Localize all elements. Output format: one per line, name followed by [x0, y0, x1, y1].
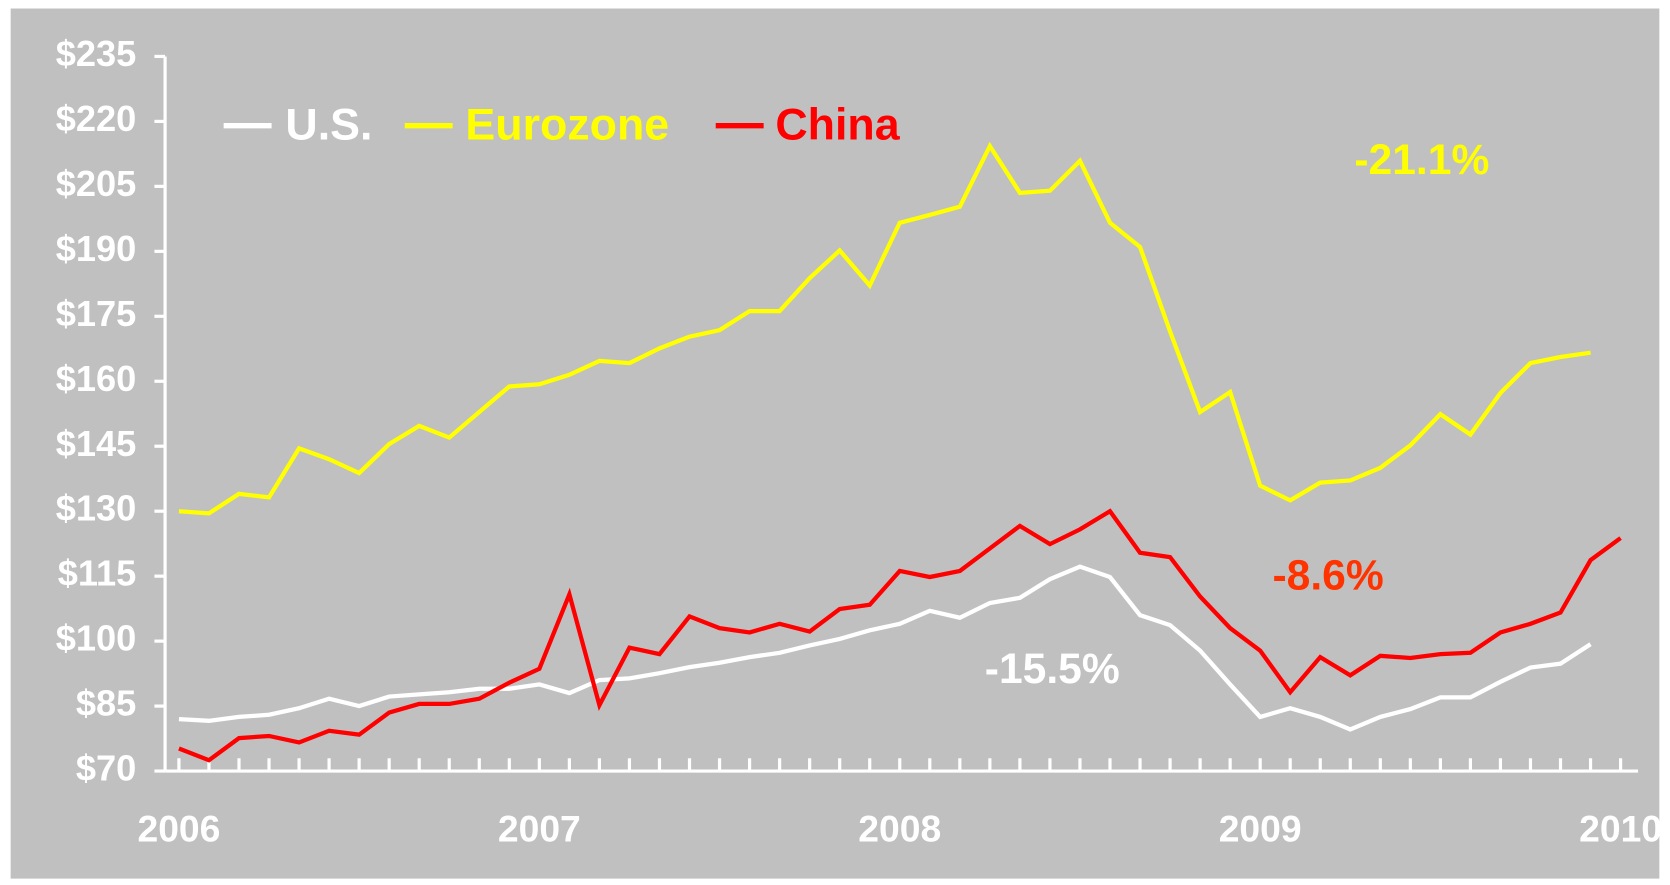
y-tick-label: $205 [56, 163, 137, 204]
annotation: -8.6% [1272, 552, 1383, 600]
y-tick-label: $145 [56, 423, 137, 464]
x-tick-label: 2007 [498, 808, 581, 850]
x-tick-label: 2010 [1579, 808, 1662, 850]
series-line [178, 508, 1622, 763]
legend-label: U.S. [285, 101, 372, 150]
y-tick-label: $100 [56, 618, 137, 659]
x-tick-label: 2008 [858, 808, 941, 850]
series-line [178, 141, 1591, 516]
legend-label: China [775, 101, 900, 150]
plot-background [10, 8, 1660, 879]
y-tick-label: $175 [56, 293, 137, 334]
y-tick-label: $130 [56, 488, 137, 529]
x-tick-label: 2006 [137, 808, 220, 850]
series-line [178, 564, 1592, 732]
y-tick-label: $190 [56, 228, 137, 269]
y-tick-label: $160 [56, 358, 137, 399]
y-tick-label: $115 [58, 553, 137, 594]
annotation: -21.1% [1354, 136, 1489, 184]
y-tick-label: $85 [76, 683, 136, 724]
y-tick-label: $235 [56, 33, 137, 74]
x-tick-label: 2009 [1219, 808, 1302, 850]
y-tick-label: $70 [76, 748, 136, 789]
legend-label: Eurozone [465, 101, 669, 150]
annotation: -15.5% [985, 645, 1120, 693]
y-tick-label: $220 [56, 98, 137, 139]
